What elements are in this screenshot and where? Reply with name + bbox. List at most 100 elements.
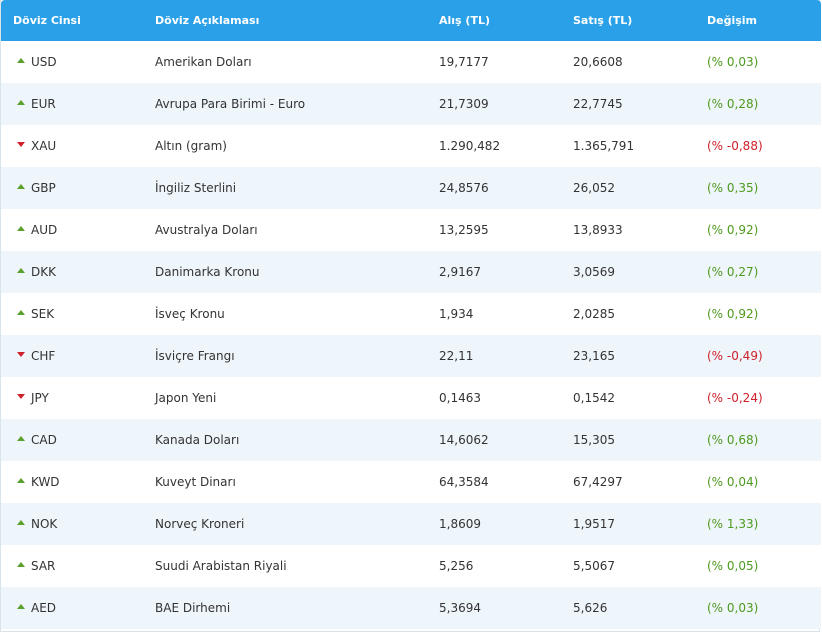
arrow-up-icon xyxy=(17,562,25,567)
buy-price: 64,3584 xyxy=(439,475,489,489)
table-row: SEK İsveç Kronu 1,934 2,0285 (% 0,92) xyxy=(1,293,821,335)
currency-description: Norveç Kroneri xyxy=(155,517,245,531)
currency-description: BAE Dirhemi xyxy=(155,601,231,615)
column-header-buy: Alış (TL) xyxy=(439,14,490,27)
arrow-down-icon xyxy=(17,394,25,399)
table-row: CHF İsviçre Frangı 22,11 23,165 (% -0,49) xyxy=(1,335,821,377)
buy-price: 22,11 xyxy=(439,349,474,363)
buy-price: 0,1463 xyxy=(439,391,481,405)
currency-code-cell: SEK xyxy=(17,293,54,335)
buy-price: 5,256 xyxy=(439,559,474,573)
change-value: (% 0,92) xyxy=(707,223,759,237)
sell-price: 23,165 xyxy=(573,349,615,363)
buy-price: 14,6062 xyxy=(439,433,489,447)
currency-code: JPY xyxy=(31,391,49,405)
buy-price: 21,7309 xyxy=(439,97,489,111)
sell-price: 15,305 xyxy=(573,433,615,447)
arrow-up-icon xyxy=(17,604,25,609)
change-value: (% 0,68) xyxy=(707,433,759,447)
sell-price: 2,0285 xyxy=(573,307,615,321)
change-value: (% -0,24) xyxy=(707,391,763,405)
currency-code: AED xyxy=(31,601,57,615)
currency-description: Kanada Doları xyxy=(155,433,240,447)
table-row: GBP İngiliz Sterlini 24,8576 26,052 (% 0,35) xyxy=(1,167,821,209)
table-row: XAU Altın (gram) 1.290,482 1.365,791 (% -0,8… xyxy=(1,125,821,167)
buy-price: 13,2595 xyxy=(439,223,489,237)
buy-price: 24,8576 xyxy=(439,181,489,195)
currency-description: Kuveyt Dinarı xyxy=(155,475,236,489)
change-value: (% 0,03) xyxy=(707,55,759,69)
currency-code-cell: DKK xyxy=(17,251,56,293)
buy-price: 2,9167 xyxy=(439,265,481,279)
sell-price: 22,7745 xyxy=(573,97,623,111)
table-row: JPY Japon Yeni 0,1463 0,1542 (% -0,24) xyxy=(1,377,821,419)
table-header: Döviz Cinsi Döviz Açıklaması Alış (TL) S… xyxy=(1,0,821,41)
currency-description: İsveç Kronu xyxy=(155,307,225,321)
change-value: (% 0,05) xyxy=(707,559,759,573)
currency-description: Altın (gram) xyxy=(155,139,227,153)
table-row: AUD Avustralya Doları 13,2595 13,8933 (% 0,9… xyxy=(1,209,821,251)
column-header-code: Döviz Cinsi xyxy=(13,14,81,27)
arrow-up-icon xyxy=(17,268,25,273)
currency-code-cell: EUR xyxy=(17,83,56,125)
currency-description: İsviçre Frangı xyxy=(155,349,235,363)
sell-price: 26,052 xyxy=(573,181,615,195)
currency-code: CAD xyxy=(31,433,57,447)
currency-description: Amerikan Doları xyxy=(155,55,252,69)
currency-code-cell: JPY xyxy=(17,377,49,419)
currency-description: Suudi Arabistan Riyali xyxy=(155,559,287,573)
change-value: (% 0,28) xyxy=(707,97,759,111)
arrow-down-icon xyxy=(17,142,25,147)
buy-price: 1,934 xyxy=(439,307,474,321)
currency-code-cell: KWD xyxy=(17,461,60,503)
change-value: (% 1,33) xyxy=(707,517,759,531)
sell-price: 3,0569 xyxy=(573,265,615,279)
table-row: DKK Danimarka Kronu 2,9167 3,0569 (% 0,27) xyxy=(1,251,821,293)
currency-code: CHF xyxy=(31,349,56,363)
currency-description: İngiliz Sterlini xyxy=(155,181,237,195)
currency-code: USD xyxy=(31,55,57,69)
currency-description: Japon Yeni xyxy=(155,391,217,405)
currency-description: Danimarka Kronu xyxy=(155,265,260,279)
arrow-up-icon xyxy=(17,436,25,441)
buy-price: 1.290,482 xyxy=(439,139,501,153)
buy-price: 1,8609 xyxy=(439,517,481,531)
change-value: (% 0,92) xyxy=(707,307,759,321)
buy-price: 5,3694 xyxy=(439,601,481,615)
currency-code-cell: CHF xyxy=(17,335,55,377)
table-row: SAR Suudi Arabistan Riyali 5,256 5,5067 (% 0… xyxy=(1,545,821,587)
currency-code-cell: USD xyxy=(17,41,57,83)
sell-price: 13,8933 xyxy=(573,223,623,237)
currency-description: Avustralya Doları xyxy=(155,223,258,237)
change-value: (% 0,27) xyxy=(707,265,759,279)
currency-code-cell: NOK xyxy=(17,503,57,545)
change-value: (% 0,04) xyxy=(707,475,759,489)
currency-description: Avrupa Para Birimi - Euro xyxy=(155,97,306,111)
currency-code-cell: CAD xyxy=(17,419,57,461)
currency-code: SEK xyxy=(31,307,55,321)
arrow-up-icon xyxy=(17,478,25,483)
arrow-up-icon xyxy=(17,520,25,525)
currency-code-cell: AUD xyxy=(17,209,57,251)
currency-code-cell: SAR xyxy=(17,545,55,587)
column-header-description: Döviz Açıklaması xyxy=(155,14,260,27)
arrow-up-icon xyxy=(17,226,25,231)
sell-price: 0,1542 xyxy=(573,391,615,405)
change-value: (% 0,03) xyxy=(707,601,759,615)
sell-price: 1.365,791 xyxy=(573,139,635,153)
column-header-change: Değişim xyxy=(707,14,758,27)
arrow-up-icon xyxy=(17,184,25,189)
change-value: (% -0,88) xyxy=(707,139,763,153)
change-value: (% 0,35) xyxy=(707,181,759,195)
arrow-up-icon xyxy=(17,100,25,105)
sell-price: 5,626 xyxy=(573,601,608,615)
arrow-down-icon xyxy=(17,352,25,357)
table-row: NOK Norveç Kroneri 1,8609 1,9517 (% 1,33) xyxy=(1,503,821,545)
sell-price: 5,5067 xyxy=(573,559,615,573)
currency-code: SAR xyxy=(31,559,56,573)
currency-code: GBP xyxy=(31,181,56,195)
table-row: AED BAE Dirhemi 5,3694 5,626 (% 0,03) xyxy=(1,587,821,629)
currency-code: AUD xyxy=(31,223,58,237)
buy-price: 19,7177 xyxy=(439,55,489,69)
